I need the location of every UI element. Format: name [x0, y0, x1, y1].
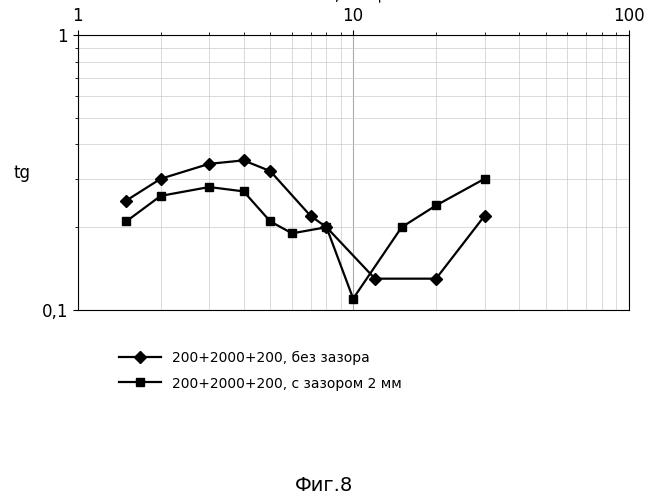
- 200+2000+200, без зазора: [307, 213, 314, 219]
- 200+2000+200, без зазора: [432, 276, 440, 281]
- 200+2000+200, с зазором 2 мм: [432, 202, 440, 208]
- Line: 200+2000+200, с зазором 2 мм: 200+2000+200, с зазором 2 мм: [122, 174, 489, 303]
- 200+2000+200, без зазора: [122, 198, 130, 203]
- 200+2000+200, с зазором 2 мм: [349, 296, 357, 302]
- 200+2000+200, с зазором 2 мм: [266, 218, 274, 224]
- 200+2000+200, без зазора: [481, 213, 489, 219]
- 200+2000+200, с зазором 2 мм: [398, 224, 406, 230]
- 200+2000+200, без зазора: [371, 276, 379, 281]
- X-axis label: F, МГц: F, МГц: [325, 0, 381, 3]
- 200+2000+200, с зазором 2 мм: [122, 218, 130, 224]
- 200+2000+200, с зазором 2 мм: [323, 224, 330, 230]
- 200+2000+200, без зазора: [240, 158, 248, 164]
- 200+2000+200, без зазора: [266, 168, 274, 174]
- Text: Фиг.8: Фиг.8: [295, 476, 353, 495]
- 200+2000+200, с зазором 2 мм: [481, 176, 489, 182]
- 200+2000+200, без зазора: [205, 161, 213, 167]
- Y-axis label: tg: tg: [14, 164, 30, 182]
- 200+2000+200, с зазором 2 мм: [157, 193, 165, 199]
- Line: 200+2000+200, без зазора: 200+2000+200, без зазора: [122, 156, 489, 283]
- Legend: 200+2000+200, без зазора, 200+2000+200, с зазором 2 мм: 200+2000+200, без зазора, 200+2000+200, …: [112, 344, 409, 398]
- 200+2000+200, с зазором 2 мм: [240, 188, 248, 194]
- 200+2000+200, без зазора: [157, 176, 165, 182]
- 200+2000+200, с зазором 2 мм: [288, 230, 296, 236]
- 200+2000+200, с зазором 2 мм: [205, 184, 213, 190]
- 200+2000+200, без зазора: [323, 224, 330, 230]
